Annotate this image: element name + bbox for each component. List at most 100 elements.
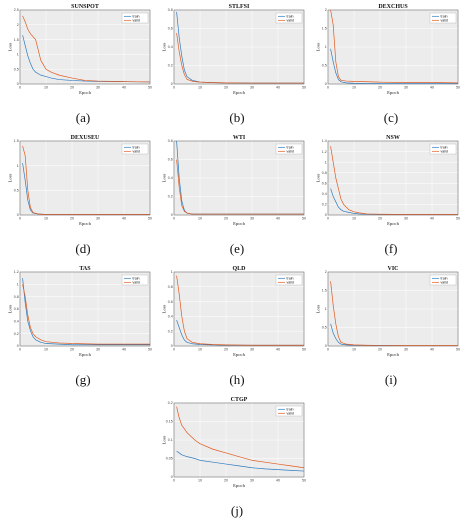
x-tick-label: 30 [96,86,100,90]
y-axis-label: Loss [162,42,167,51]
series-line-valid [330,281,458,346]
x-tick-label: 0 [327,217,329,221]
legend-label-train: train [441,146,448,150]
chart-svg: 0 10 20 30 40 50 0 0.2 0.4 0.6 0.8 STLFSI Epoch Loss t… [162,4,307,95]
y-tick-label: 0.2 [168,329,173,333]
subfigure-label: (h) [229,372,245,387]
x-tick-label: 40 [122,86,126,90]
y-tick-label: 0.2 [168,401,173,405]
x-tick-label: 30 [96,348,100,352]
subfigure-label: (g) [75,372,91,387]
y-tick-label: 0 [17,344,19,348]
x-axis-label: Epoch [233,221,245,226]
y-tick-label: 0.5 [322,64,327,68]
y-tick-label: 1 [17,53,19,57]
y-tick-label: 0.6 [322,181,327,185]
y-axis-label: Loss [316,173,321,182]
y-axis-label: Loss [8,173,13,182]
y-tick-label: 0.5 [14,189,19,193]
y-tick-label: 0.8 [168,285,173,289]
subfigure-label: (f) [384,241,398,256]
y-tick-label: 0.4 [168,315,173,319]
y-tick-label: 0.5 [14,67,19,71]
y-tick-label: 0.6 [168,158,173,162]
chart-panel-2: 0 10 20 30 40 50 0 0.2 0.4 0.6 0.8 STLFSI Epoch Loss t… [162,2,312,129]
y-tick-label: 0 [325,344,327,348]
x-tick-label: 30 [250,348,254,352]
x-tick-label: 40 [430,86,434,90]
x-tick-label: 10 [44,217,48,221]
plot-frame [19,271,151,347]
legend-label-train: train [287,277,294,281]
series-line-train [22,278,150,346]
chart-panel-3: 0 10 20 30 40 50 0 0.5 1 1.5 2 DEXCHUS Epoch Loss trai… [316,2,466,129]
chart-panel-5: 0 10 20 30 40 50 0 0.2 0.4 0.6 0.8 WTI Epoch Loss trai… [162,133,312,260]
y-tick-label: 0 [17,213,19,217]
y-tick-label: 1 [17,164,19,168]
x-tick-label: 40 [122,217,126,221]
series-line-train [176,450,305,472]
legend-label-valid: valid [287,19,294,23]
y-tick-label: 0.1 [168,438,173,442]
y-tick-label: 1.5 [322,289,327,293]
y-tick-label: 0.05 [166,457,173,461]
y-tick-label: 0.4 [322,192,327,196]
chart-title: VIC [387,266,398,272]
chart-title: WTI [233,135,246,141]
x-tick-label: 20 [224,348,228,352]
chart-title: NSW [386,135,400,141]
chart-title: STLFSI [229,4,250,10]
x-axis-label: Epoch [79,90,91,95]
subfigure-label: (c) [383,110,399,125]
series-line-valid [330,146,458,215]
chart-svg: 0 10 20 30 40 50 0 0.5 1 1.5 2 DEXCHUS Epoch Loss trai… [316,4,461,95]
legend-box [275,12,303,24]
subfigure-label: (b) [229,110,245,125]
y-tick-label: 1.4 [322,139,327,143]
y-tick-label: 2.5 [14,8,19,12]
chart-svg: 0 10 20 30 40 50 0 0.05 0.1 0.15 0.2 CTGP Epoch Loss t… [162,397,307,488]
x-tick-label: 0 [19,348,21,352]
x-tick-label: 40 [122,348,126,352]
legend-label-train: train [441,277,448,281]
y-axis-label: Loss [316,304,321,313]
legend-label-train: train [287,146,294,150]
chart-svg: 0 10 20 30 40 50 0 0.5 1 1.5 DEXUSEU Epoch Loss train… [8,135,153,226]
legend-box [429,12,457,24]
x-tick-label: 10 [44,348,48,352]
x-axis-label: Epoch [387,352,399,357]
legend-label-train: train [133,146,140,150]
x-tick-label: 50 [302,86,306,90]
x-tick-label: 0 [173,348,175,352]
legend-label-train: train [133,277,140,281]
chart-panel-6: 0 10 20 30 40 50 0 0.2 0.4 0.6 0.8 1 1.2 1.4 NSW Epoch L… [316,133,466,260]
y-tick-label: 0.6 [168,300,173,304]
x-tick-label: 20 [70,217,74,221]
series-line-valid [176,406,305,469]
series-line-train [22,35,151,83]
x-axis-label: Epoch [233,90,245,95]
chart-svg: 0 10 20 30 40 50 0 0.2 0.4 0.6 0.8 WTI Epoch Loss trai… [162,135,307,226]
x-tick-label: 20 [224,217,228,221]
y-tick-label: 0 [171,475,173,479]
x-tick-label: 30 [250,217,254,221]
legend-label-valid: valid [287,150,294,154]
series-line-valid [176,275,304,346]
legend-box [429,143,457,155]
x-axis-label: Epoch [233,483,245,488]
x-tick-label: 0 [327,348,329,352]
chart-title: CTGP [231,397,248,403]
chart-svg: 0 10 20 30 40 50 0 0.2 0.4 0.6 0.8 1 1.2 1.4 NSW Epoch L… [316,135,461,226]
series-line-valid [176,33,304,84]
subfigure-label: (j) [230,503,244,518]
legend-box [121,12,149,24]
x-tick-label: 30 [250,479,254,483]
legend-label-train: train [287,15,294,19]
legend-box [275,143,303,155]
